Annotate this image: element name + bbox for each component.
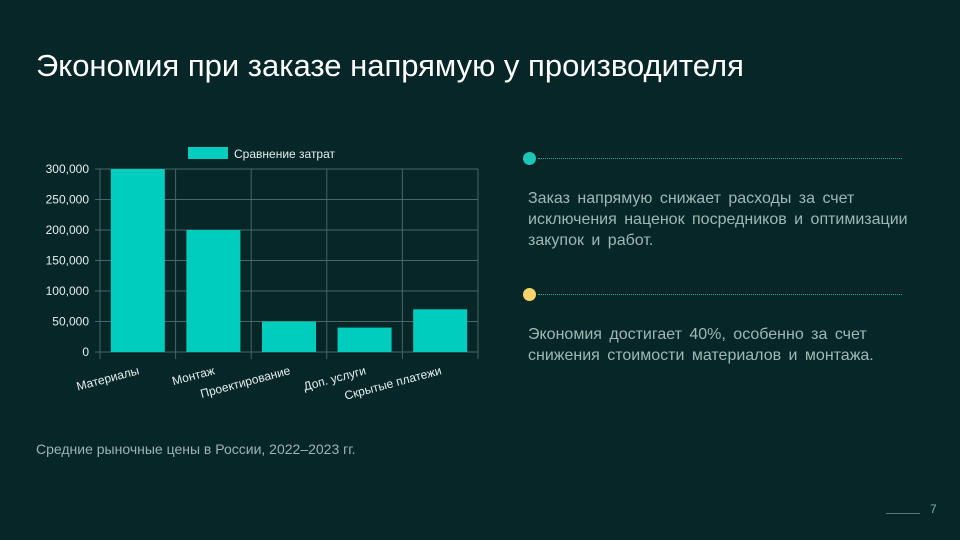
y-tick-label: 250,000 <box>46 193 90 207</box>
source-note: Средние рыночные цены в России, 2022–202… <box>36 441 356 457</box>
bar-2 <box>262 321 316 352</box>
slide-title: Экономия при заказе напрямую у производи… <box>36 48 744 83</box>
x-tick-label: Материалы <box>75 363 141 393</box>
bar-0 <box>110 169 165 352</box>
legend-swatch <box>188 147 228 159</box>
y-tick-label: 300,000 <box>46 162 90 176</box>
y-tick-label: 0 <box>82 345 89 359</box>
point-text-2: Экономия достигает 40%, особенно за счет… <box>528 326 874 364</box>
y-tick-label: 100,000 <box>46 284 90 298</box>
y-tick-label: 150,000 <box>46 254 90 268</box>
bar-3 <box>337 327 392 352</box>
point-text-1: Заказ напрямую снижает расходы за счет и… <box>528 190 908 249</box>
dotted-divider-1 <box>538 158 902 159</box>
bullet-dot-1 <box>523 152 536 165</box>
y-tick-label: 50,000 <box>52 315 89 329</box>
bar-1 <box>186 230 241 352</box>
dotted-divider-2 <box>538 294 902 295</box>
bullet-dot-2 <box>523 288 536 301</box>
page-number: 7 <box>930 502 937 516</box>
page-number-rule <box>886 513 920 514</box>
legend-label: Сравнение затрат <box>234 147 336 161</box>
bar-4 <box>413 309 468 352</box>
y-tick-label: 200,000 <box>46 223 90 237</box>
